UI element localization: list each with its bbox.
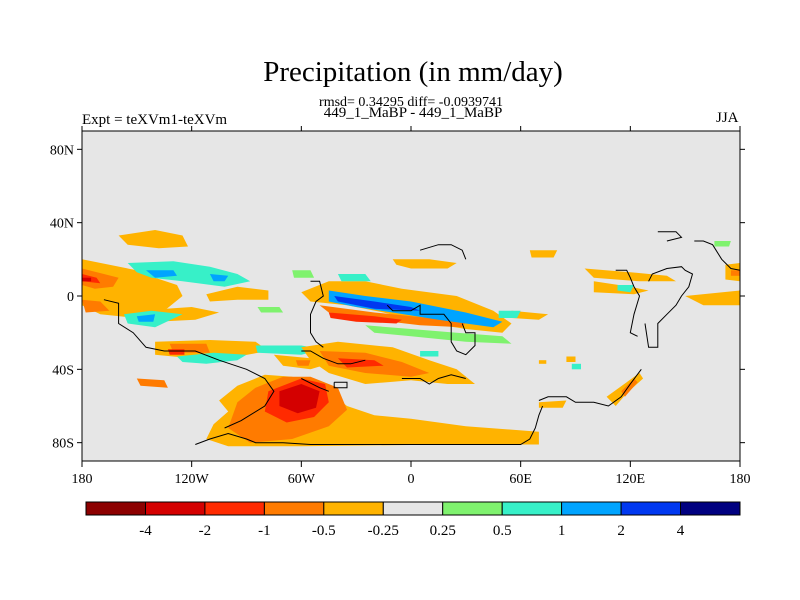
y-tick-label: 80N [50,143,74,158]
coastlines [103,231,741,445]
coastline [333,381,348,389]
x-tick-label: 180 [730,472,751,487]
anomaly-region [328,312,402,324]
colorbar-box [620,501,682,516]
anomaly-region [279,384,320,414]
anomaly-region [136,378,168,388]
anomaly-region [209,274,229,282]
y-tick-label: 0 [67,290,74,305]
colorbar-label: 2 [617,523,625,539]
x-tick-label: 60E [509,472,532,487]
map-axes: 180 120W 60W 0 60E 120E 180 80N 40N 0 40S 80S [50,126,751,487]
coastline [694,240,741,271]
colorbar-box [442,501,503,516]
colorbar-box [382,501,444,516]
anomaly-region [337,358,384,368]
colorbar-label: -0.5 [312,523,336,539]
colorbar-box [263,501,325,516]
anomaly-region [82,268,119,289]
anomaly-region [136,314,156,322]
colorbar-box [323,501,384,516]
anomaly-region [177,352,247,364]
anomaly-region [621,378,638,397]
colorbar-label: -4 [139,523,152,539]
coastline [301,350,366,365]
colorbar-box [501,501,563,516]
x-tick-label: 180 [72,472,93,487]
stats-line: rmsd= 0.34295 diff= -0.0939741 [319,95,503,110]
coastline [386,304,476,356]
anomaly-region [292,270,315,278]
anomaly-region [334,296,421,311]
anomaly-region [82,299,110,313]
anomaly-region [82,277,92,282]
colorbar-label: 0.25 [430,523,456,539]
colorbar-label: 1 [558,523,566,539]
anomaly-region [82,259,183,318]
coastline [419,244,467,260]
anomaly-region [566,356,576,362]
coastline [195,405,544,445]
anomaly-region [257,307,284,313]
coastline [310,280,324,348]
anomaly-regions [82,230,740,447]
experiment-label: Expt = teXVm1-teXVm [82,112,228,128]
anomaly-region [571,363,581,370]
season-label: JJA [716,110,739,126]
colorbar-labels: -4 -2 -1 -0.5 -0.25 0.25 0.5 1 2 4 [139,523,685,539]
x-tick-label: 0 [408,472,415,487]
anomaly-region [511,310,549,320]
anomaly-region [529,250,558,258]
x-tick-label: 120E [616,472,646,487]
coastline [401,374,466,385]
colorbar-label: -0.25 [368,523,399,539]
anomaly-region [295,360,311,366]
coastline [657,231,683,242]
coastline [538,369,642,407]
anomaly-region [730,270,740,276]
colorbar-box [680,501,741,516]
colorbar-label: -1 [258,523,271,539]
anomaly-region [420,351,439,357]
anomaly-region [319,305,466,328]
colorbar-box [145,501,206,516]
anomaly-region [714,241,731,247]
anomaly-region [538,360,547,364]
anomaly-region [617,285,634,293]
colorbar-box [561,501,622,516]
coastline [615,269,641,337]
colorbar-boxes [85,501,741,516]
anomaly-region [206,286,269,302]
y-tick-label: 40N [50,217,74,232]
x-tick-label: 120W [175,472,210,487]
colorbar-box [204,501,265,516]
colorbar-label: -2 [199,523,212,539]
colorbar-box [85,501,146,516]
y-tick-label: 80S [52,437,74,452]
chart-title: Precipitation (in mm/day) [263,56,563,88]
anomaly-region [328,290,503,328]
coastline [103,299,275,429]
anomaly-region [337,274,371,282]
case-line: 449_1_MaBP - 449_1_MaBP [323,105,503,121]
y-tick-label: 40S [52,363,74,378]
anomaly-region [498,310,521,318]
coastline [644,266,694,348]
anomaly-region [685,290,740,306]
anomaly-region [146,270,177,278]
anomaly-region [584,268,676,282]
colorbar-label: 4 [677,523,685,539]
anomaly-region [392,259,457,269]
colorbar-label: 0.5 [493,523,512,539]
anomaly-region [118,230,188,249]
coastline [301,378,329,392]
anomaly-region [538,400,567,408]
x-tick-label: 60W [288,472,316,487]
